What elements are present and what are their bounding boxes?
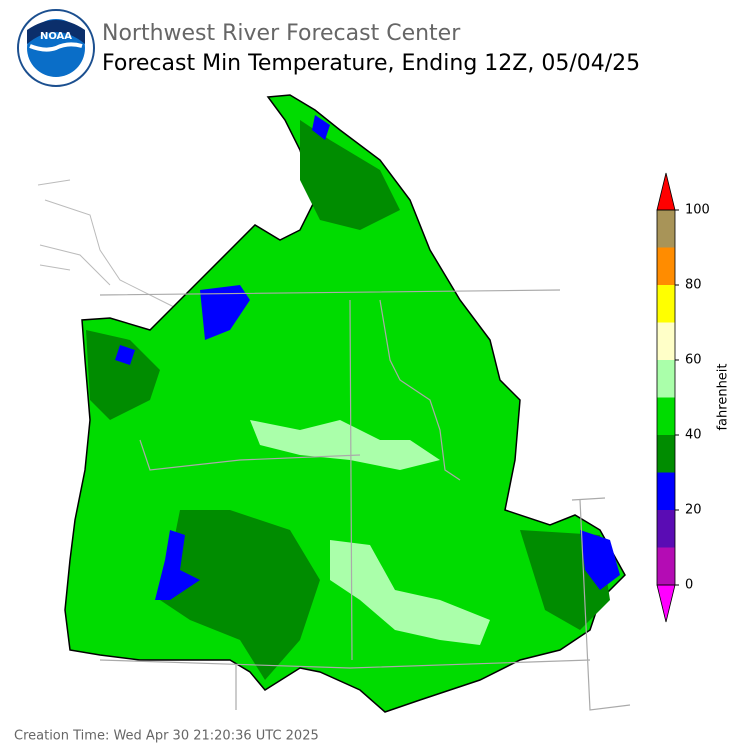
map bbox=[37, 94, 631, 713]
creation-time: Creation Time: Wed Apr 30 21:20:36 UTC 2… bbox=[14, 729, 319, 744]
colorbar-segment bbox=[657, 360, 675, 398]
colorbar-tick-label: 100 bbox=[685, 203, 710, 218]
noaa-logo: NOAA bbox=[17, 9, 95, 87]
colorbar-segment bbox=[657, 547, 675, 585]
logo-text: NOAA bbox=[40, 31, 72, 42]
colorbar-tick-label: 20 bbox=[685, 503, 702, 518]
colorbar-label: fahrenheit bbox=[716, 363, 731, 430]
colorbar-tick-label: 80 bbox=[685, 278, 702, 293]
colorbar-segment bbox=[657, 510, 675, 548]
colorbar-segment bbox=[657, 397, 675, 435]
colorbar-over bbox=[656, 172, 676, 211]
agency: Northwest River Forecast Center bbox=[102, 21, 461, 46]
colorbar-segment bbox=[657, 247, 675, 285]
colorbar-tick-label: 40 bbox=[685, 428, 702, 443]
colorbar-tick-label: 0 bbox=[685, 578, 693, 593]
colorbar-segment bbox=[657, 435, 675, 473]
colorbar-segment bbox=[657, 472, 675, 510]
colorbar-tick-label: 60 bbox=[685, 353, 702, 368]
colorbar-segment bbox=[657, 210, 675, 248]
colorbar-segment bbox=[657, 285, 675, 323]
colorbar: 0 20 40 60 80 100 bbox=[656, 172, 710, 623]
map-title: Forecast Min Temperature, Ending 12Z, 05… bbox=[102, 51, 640, 76]
colorbar-segment bbox=[657, 322, 675, 360]
colorbar-under bbox=[656, 584, 676, 623]
colorbar-frame bbox=[656, 209, 676, 586]
